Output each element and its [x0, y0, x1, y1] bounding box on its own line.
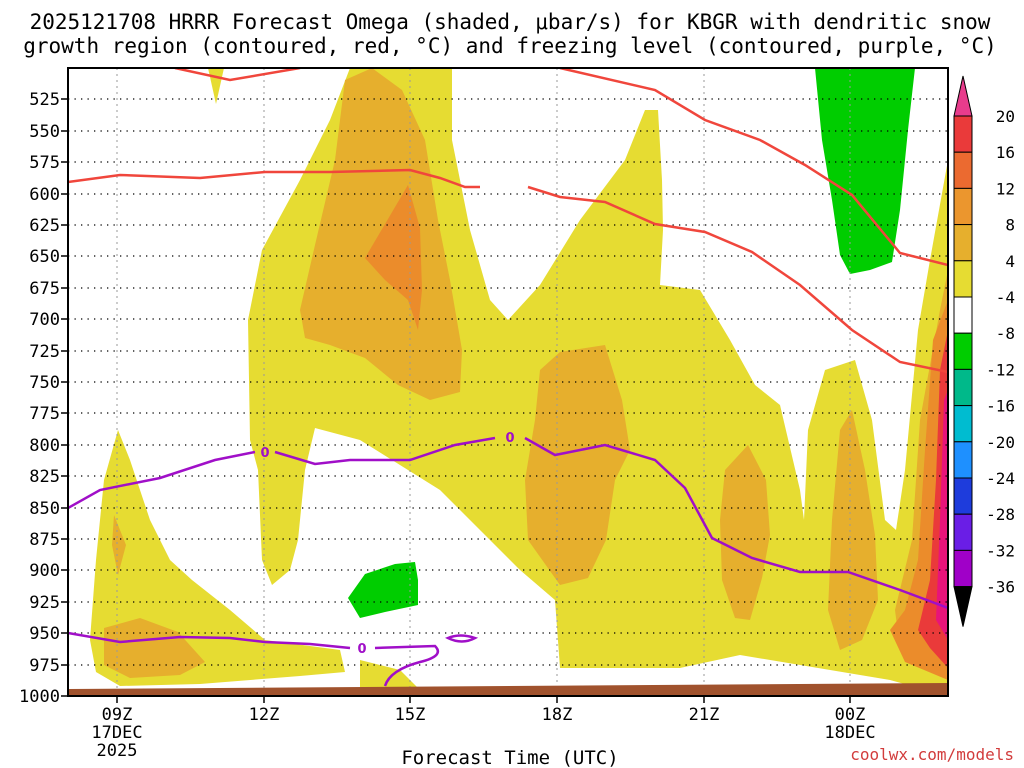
colorbar-swatch [953, 405, 973, 443]
y-tick-label: 675 [29, 279, 60, 299]
colorbar-label: -12 [986, 360, 1015, 379]
omega-shade-red [918, 330, 948, 668]
freezing-lower-contour [68, 631, 440, 687]
colorbar-label: 8 [1005, 216, 1015, 235]
colorbar-swatch [953, 115, 973, 153]
colorbar-label: 16 [996, 143, 1015, 162]
colorbar-label: -20 [986, 433, 1015, 452]
colorbar-swatch [953, 151, 973, 189]
freezing-label-upper: 0 [260, 446, 269, 461]
colorbar-label: -24 [986, 469, 1015, 488]
colorbar-swatch [953, 549, 973, 588]
y-tick-label: 875 [29, 530, 60, 550]
x-tick-label: 15Z [395, 705, 426, 725]
omega-region-orange-lowleft [104, 618, 205, 678]
y-axis: 525 550 575 600 625 650 675 700 725 750 775 800 825 8… [19, 90, 68, 707]
colorbar-swatch [953, 332, 973, 370]
colorbar-label: 12 [996, 179, 1015, 198]
omega-region-orange-right1 [720, 445, 770, 620]
colorbar-label: -36 [986, 578, 1015, 597]
y-tick-label: 625 [29, 216, 60, 236]
colorbar-swatch [953, 296, 973, 334]
y-tick-label: 650 [29, 247, 60, 267]
omega-region-orange-right2 [828, 410, 878, 650]
omega-region-orange-mid [525, 345, 630, 585]
x-tick-date: 17DEC [91, 723, 142, 743]
colorbar-label: -16 [986, 397, 1015, 416]
colorbar-swatch [953, 187, 973, 226]
y-tick-label: 925 [29, 593, 60, 613]
dgz-top-contour [174, 68, 948, 267]
x-tick-year: 2025 [97, 741, 138, 761]
y-tick-label: 825 [29, 467, 60, 487]
y-tick-label: 775 [29, 404, 60, 424]
y-tick-label: 725 [29, 342, 60, 362]
omega-region-yellow-left [90, 430, 345, 686]
dgz-bottom-contour [68, 168, 948, 374]
omega-region-orange-sliver [112, 515, 126, 575]
x-axis-title: Forecast Time (UTC) [401, 747, 618, 768]
y-tick-label: 975 [29, 656, 60, 676]
omega-region-darkorange-upper [365, 185, 422, 330]
ground-surface [68, 683, 948, 696]
omega-region-green-lower [348, 562, 418, 618]
y-tick-label: 600 [29, 185, 60, 205]
omega-region-yellow-bottom [360, 660, 420, 690]
colorbar-top-arrow [953, 75, 973, 117]
y-tick-label: 550 [29, 122, 60, 142]
x-tick-label: 18Z [542, 705, 573, 725]
chart-title-line2: growth region (contoured, red, °C) and f… [23, 34, 997, 58]
freezing-label-lower: 0 [357, 642, 366, 657]
colorbar-label: -4 [996, 288, 1015, 307]
colorbar-swatch [953, 368, 973, 407]
omega-shade-green [348, 68, 915, 618]
colorbar-label: -32 [986, 541, 1015, 560]
x-tick-date: 18DEC [824, 723, 875, 743]
colorbar-label: 20 [996, 107, 1015, 126]
colorbar: 20 16 12 8 4 -4 -8 -12 -16 -20 -24 -28 -32 -36 [953, 75, 1015, 627]
y-tick-label: 900 [29, 561, 60, 581]
freezing-loop-contour [444, 634, 479, 643]
freezing-upper-contour [68, 436, 948, 610]
y-tick-label: 850 [29, 499, 60, 519]
colorbar-label: 4 [1005, 252, 1015, 271]
freezing-contours [68, 436, 948, 687]
colorbar-swatch [953, 513, 973, 551]
freezing-label-mid: 0 [505, 431, 514, 446]
y-tick-label: 525 [29, 90, 60, 110]
time-gridlines [116, 68, 851, 696]
colorbar-label: -28 [986, 505, 1015, 524]
y-tick-label: 950 [29, 624, 60, 644]
y-tick-label: 750 [29, 373, 60, 393]
y-tick-label: 575 [29, 153, 60, 173]
dgz-contours [68, 68, 948, 374]
colorbar-swatch [953, 477, 973, 515]
y-tick-label: 800 [29, 436, 60, 456]
omega-region-magenta-edge [936, 390, 948, 640]
colorbar-swatch [953, 260, 973, 298]
x-tick-label: 09Z [102, 705, 133, 725]
y-tick-label: 700 [29, 310, 60, 330]
x-tick-label: 21Z [689, 705, 720, 725]
y-tick-label: 1000 [19, 687, 60, 707]
colorbar-swatch [953, 224, 973, 262]
x-tick-label: 00Z [835, 705, 866, 725]
credit-text: coolwx.com/models [850, 745, 1014, 764]
x-tick-label: 12Z [249, 705, 280, 725]
colorbar-label: -8 [996, 324, 1015, 343]
omega-region-green-upper [815, 68, 915, 274]
plot-area: 0 0 0 [68, 68, 948, 696]
colorbar-swatch [953, 441, 973, 479]
chart-title-line1: 2025121708 HRRR Forecast Omega (shaded, … [30, 10, 991, 34]
colorbar-bottom-arrow [953, 586, 973, 627]
